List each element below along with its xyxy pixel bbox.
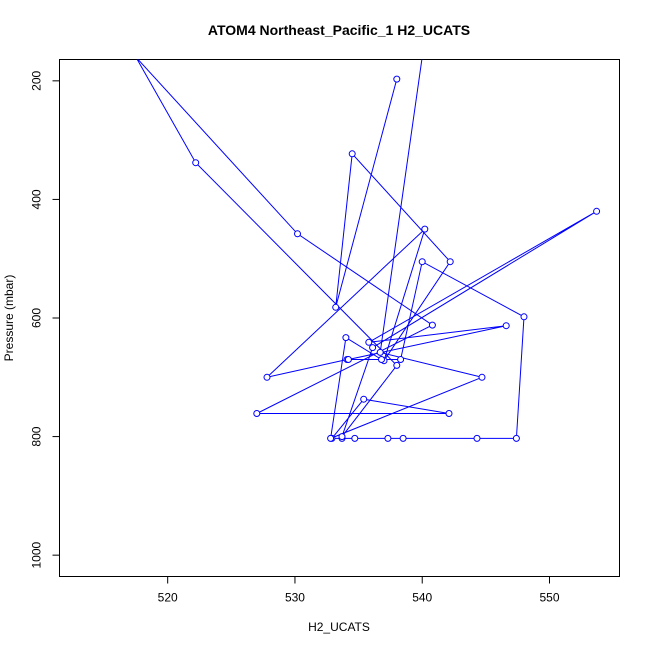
y-tick-label: 1000 [30, 541, 44, 568]
chart-title: ATOM4 Northeast_Pacific_1 H2_UCATS [208, 22, 470, 38]
y-tick-label: 600 [30, 308, 44, 328]
data-point [478, 373, 486, 381]
data-point [344, 356, 352, 363]
x-tick-label: 550 [539, 591, 559, 605]
data-point [393, 361, 401, 369]
plot-frame [59, 59, 620, 577]
data-point [418, 258, 426, 266]
x-axis-label: H2_UCATS [308, 620, 370, 634]
data-point [338, 433, 346, 441]
data-point [473, 434, 481, 442]
data-point [348, 150, 356, 158]
y-tick-label: 200 [30, 71, 44, 91]
data-point [399, 434, 407, 442]
data-point [294, 230, 301, 238]
data-point [360, 395, 368, 403]
data-point [365, 338, 373, 346]
data-point [446, 258, 454, 266]
data-point [502, 322, 510, 330]
data-point [327, 434, 335, 442]
y-tick-label: 400 [30, 189, 44, 209]
y-tick-label: 800 [30, 426, 44, 446]
data-point [428, 321, 436, 329]
data-point [421, 225, 429, 233]
data-point [263, 373, 271, 381]
data-point [253, 410, 261, 417]
data-point [512, 434, 520, 442]
data-point [192, 159, 200, 167]
y-axis: 200 400 600 800 1000 [30, 71, 60, 569]
data-point [397, 356, 405, 363]
data-point [593, 207, 601, 215]
data-point [376, 348, 384, 356]
series-line [136, 59, 597, 440]
data-point [378, 356, 385, 363]
data-point [393, 75, 401, 83]
y-axis-label: Pressure (mbar) [2, 275, 16, 362]
data-point [369, 344, 377, 352]
series-group [136, 59, 601, 442]
data-point [520, 313, 528, 321]
plot-area [59, 59, 620, 577]
data-point [351, 434, 359, 442]
data-point [384, 434, 392, 442]
data-point [332, 303, 340, 311]
x-tick-label: 520 [158, 591, 178, 605]
x-axis: 520 530 540 550 [158, 576, 560, 605]
data-point [342, 334, 350, 342]
data-point [445, 410, 453, 417]
x-tick-label: 540 [412, 591, 432, 605]
x-tick-label: 530 [285, 591, 305, 605]
